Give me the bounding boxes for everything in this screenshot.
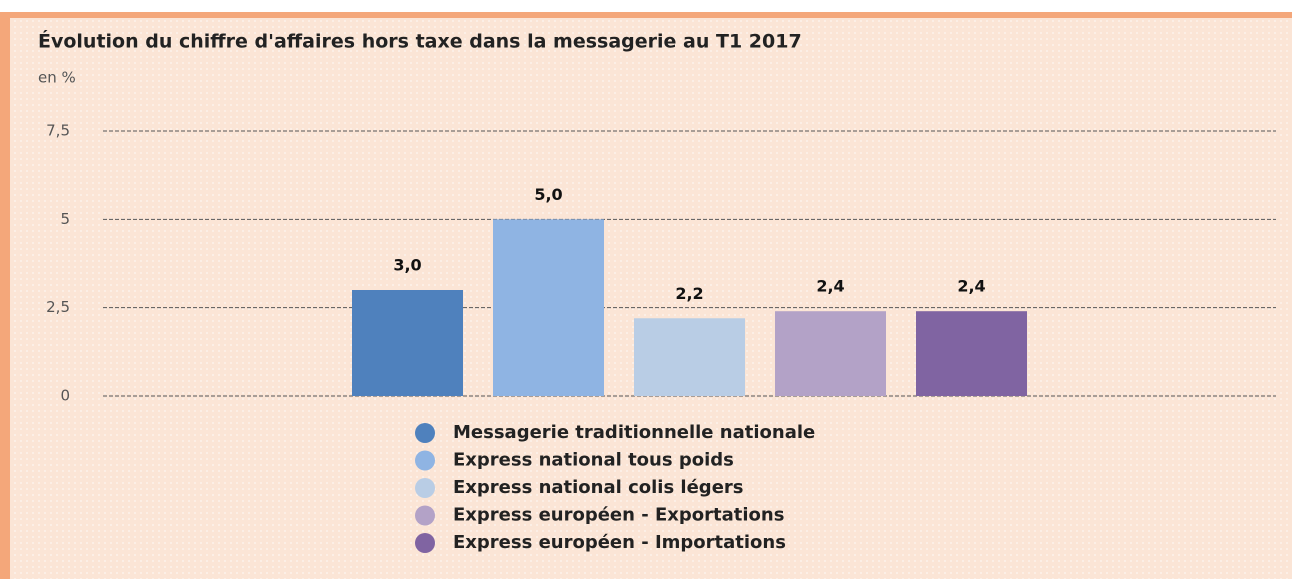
bar bbox=[634, 318, 745, 396]
value-label: 5,0 bbox=[534, 185, 562, 204]
legend-label: Express national colis légers bbox=[453, 477, 744, 498]
value-label: 2,2 bbox=[675, 284, 703, 303]
value-label: 3,0 bbox=[393, 256, 421, 275]
left-border bbox=[0, 12, 10, 579]
chart-title: Évolution du chiffre d'affaires hors tax… bbox=[38, 30, 802, 53]
y-tick-label: 5 bbox=[60, 210, 70, 228]
bar bbox=[916, 311, 1027, 396]
legend-label: Messagerie traditionnelle nationale bbox=[453, 422, 815, 443]
bar bbox=[493, 219, 604, 396]
legend-label: Express national tous poids bbox=[453, 450, 734, 471]
top-border bbox=[0, 12, 1292, 18]
legend-swatch bbox=[415, 478, 435, 498]
legend-swatch bbox=[415, 505, 435, 526]
bar bbox=[352, 290, 463, 396]
legend-swatch bbox=[415, 423, 435, 443]
value-label: 2,4 bbox=[816, 277, 844, 296]
y-tick-label: 2,5 bbox=[46, 298, 70, 316]
y-tick-label: 0 bbox=[60, 387, 70, 405]
legend-label: Express européen - Importations bbox=[453, 532, 786, 553]
y-tick-label: 7,5 bbox=[46, 122, 70, 140]
value-label: 2,4 bbox=[957, 277, 985, 296]
y-axis-label: en % bbox=[38, 69, 76, 87]
legend-label: Express européen - Exportations bbox=[453, 505, 784, 526]
legend-swatch bbox=[415, 450, 435, 471]
bar bbox=[775, 311, 886, 396]
legend-swatch bbox=[415, 533, 435, 553]
panel bbox=[10, 18, 1292, 579]
